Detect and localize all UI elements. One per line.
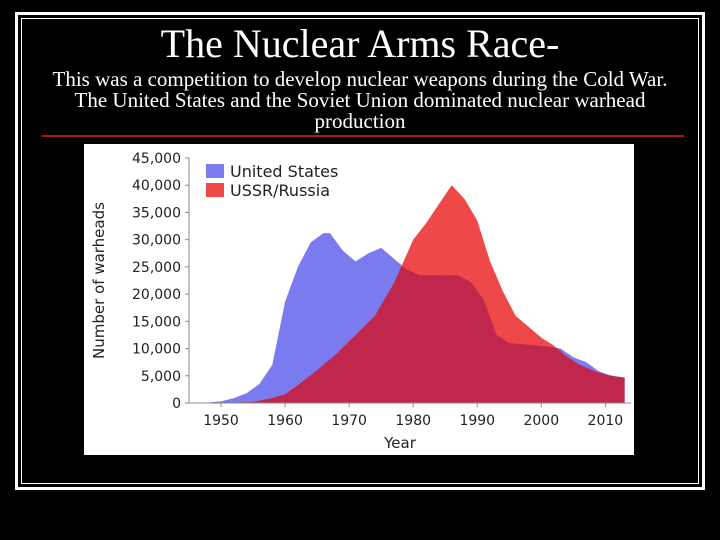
y-tick-label: 0 — [172, 396, 181, 412]
slide-title: The Nuclear Arms Race- — [160, 21, 560, 66]
warheads-chart: 0 5,000 10,000 15,000 20,000 25,000 30,000 35,0… — [90, 151, 631, 452]
y-tick-label: 5,000 — [141, 369, 181, 385]
legend-label: USSR/Russia — [230, 181, 330, 200]
slide-frame-inner — [21, 18, 699, 484]
y-tick-label: 15,000 — [132, 314, 181, 330]
x-tick-label: 2010 — [588, 413, 624, 429]
y-tick-label: 25,000 — [132, 260, 181, 276]
slide-frame-outer — [15, 12, 705, 490]
y-tick-label: 20,000 — [132, 287, 181, 303]
x-tick-label: 1990 — [459, 413, 495, 429]
title-divider — [42, 135, 684, 137]
y-tick-label: 45,000 — [132, 151, 181, 167]
x-tick-label: 1950 — [203, 413, 239, 429]
x-tick-label: 2000 — [523, 413, 559, 429]
y-tick-label: 40,000 — [132, 178, 181, 194]
x-tick-label: 1970 — [331, 413, 367, 429]
chart-panel: 0 5,000 10,000 15,000 20,000 25,000 30,000 35,0… — [84, 144, 634, 455]
y-tick-label: 30,000 — [132, 233, 181, 249]
y-tick-label: 35,000 — [132, 205, 181, 221]
y-tick-label: 10,000 — [132, 342, 181, 358]
legend-label: United States — [230, 162, 338, 181]
slide-body-text: This was a competition to develop nuclea… — [52, 67, 668, 133]
x-tick-label: 1960 — [267, 413, 303, 429]
legend-swatch — [206, 164, 224, 178]
y-axis-label: Number of warheads — [90, 202, 108, 359]
x-axis-label: Year — [383, 434, 417, 452]
legend-swatch — [206, 183, 224, 197]
x-tick-label: 1980 — [395, 413, 431, 429]
overlap-area — [189, 265, 625, 403]
